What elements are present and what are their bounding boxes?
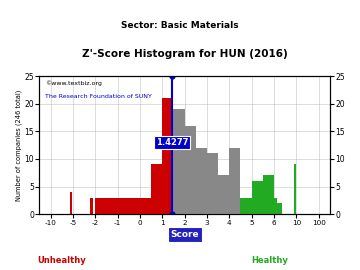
Bar [274,198,277,214]
Bar [196,148,207,214]
Bar [95,198,107,214]
Text: The Research Foundation of SUNY: The Research Foundation of SUNY [45,94,152,99]
Text: Unhealthy: Unhealthy [37,256,86,265]
Bar [151,164,162,214]
Bar [90,198,94,214]
Bar [185,126,196,214]
Bar [69,192,72,214]
Bar [280,203,282,214]
Bar [174,109,185,214]
Bar [263,176,274,214]
Bar [229,148,240,214]
Bar [162,98,174,214]
Text: 1.4277: 1.4277 [156,138,188,147]
Bar [293,164,296,214]
Bar [218,176,229,214]
Title: Z'-Score Histogram for HUN (2016): Z'-Score Histogram for HUN (2016) [82,49,288,59]
Bar [140,198,151,214]
Y-axis label: Number of companies (246 total): Number of companies (246 total) [15,89,22,201]
Bar [118,198,129,214]
Bar [107,198,118,214]
Bar [207,153,218,214]
Bar [277,203,280,214]
Text: ©www.textbiz.org: ©www.textbiz.org [45,80,102,86]
Text: Healthy: Healthy [252,256,288,265]
Bar [129,198,140,214]
Text: Sector: Basic Materials: Sector: Basic Materials [121,21,239,30]
Bar [240,198,252,214]
X-axis label: Score: Score [170,230,199,239]
Bar [252,181,263,214]
